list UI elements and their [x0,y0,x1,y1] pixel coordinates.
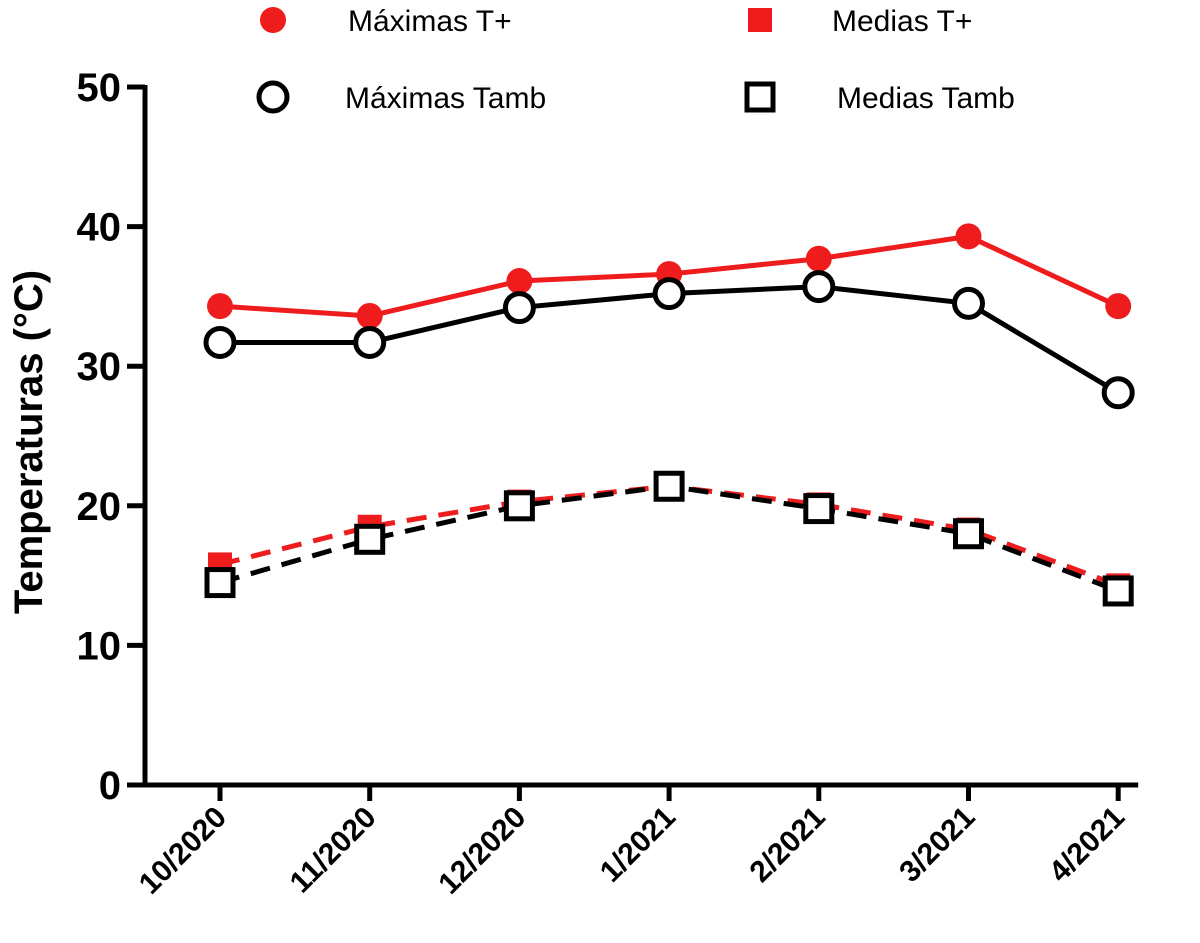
legend-label: Máximas T+ [348,5,512,38]
legend-item: Máximas T+ [260,5,512,38]
x-tick-label: 4/2021 [1043,801,1131,889]
data-point [203,325,237,359]
data-point [953,518,984,550]
legend-marker [260,7,286,33]
x-tick-label: 3/2021 [893,801,981,889]
x-tick-label: 1/2021 [594,801,682,889]
series-medias-tamb [204,470,1134,607]
data-point [503,490,535,522]
data-point [354,523,386,555]
data-point [1105,293,1132,320]
data-point [1101,376,1135,410]
data-point [207,293,233,320]
legend-label: Medias Tamb [837,82,1015,115]
y-tick-label: 10 [77,624,122,668]
data-point [952,286,985,320]
x-tick-label: 10/2020 [133,801,233,901]
y-tick-label: 30 [77,345,122,389]
y-tick-label: 50 [77,66,122,110]
y-axis-label: Temperaturas (°C) [7,270,51,614]
x-tick-label: 2/2021 [744,801,832,889]
y-tick-label: 0 [99,764,121,808]
legend-label: Medias T+ [832,5,972,38]
series-m-ximas-t- [207,223,1132,329]
series-layer [203,223,1135,607]
legend-label: Máximas Tamb [345,82,546,115]
data-point [502,291,536,325]
data-point [802,270,836,304]
legend-item: Medias T+ [748,5,972,38]
data-point [652,277,686,311]
data-point [506,268,533,295]
data-point [803,493,835,525]
data-point [653,470,685,502]
legend-marker [744,81,776,113]
y-tick-label: 40 [77,206,122,250]
data-point [1102,575,1134,607]
legend-marker [256,80,290,114]
data-point [204,567,236,599]
legend-item: Medias Tamb [744,81,1015,115]
data-point [356,302,383,329]
data-point [805,245,832,272]
legend-marker [748,8,772,32]
x-tick-label: 11/2020 [284,801,383,900]
data-point [955,223,982,250]
x-tick-label: 12/2020 [432,801,532,901]
axes: 0 10 20 30 40 50 10/2020 11/2020 12/2020 1/2021 2/… [77,66,1139,901]
legend-item: Máximas Tamb [256,80,546,115]
data-point [353,325,387,359]
y-tick-label: 20 [77,485,122,529]
series-m-ximas-tamb [203,270,1135,410]
legend: Máximas T+ Medias T+ Máximas Tamb Medias Ta… [256,5,1015,115]
